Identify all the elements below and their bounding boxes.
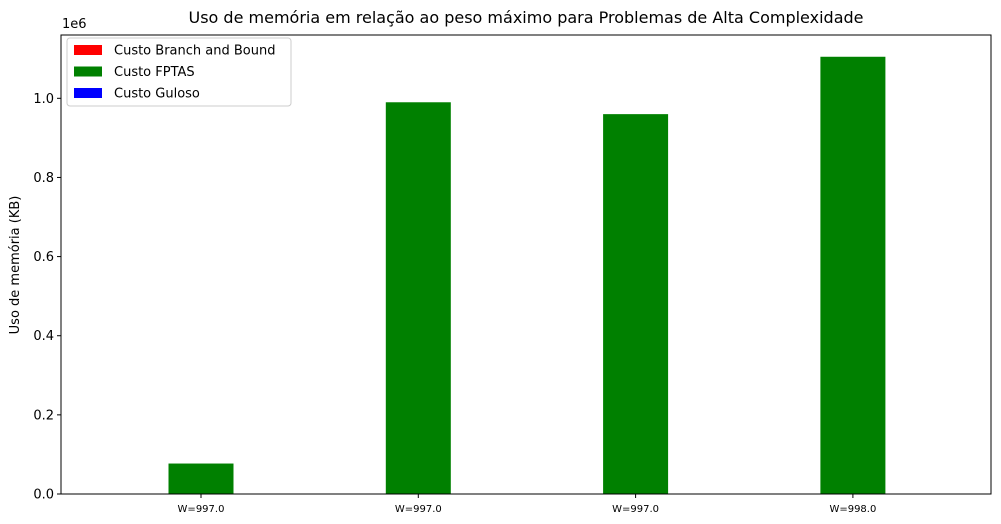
legend-swatch xyxy=(74,88,102,98)
legend-label: Custo Guloso xyxy=(114,87,200,102)
y-axis-ticks: 0.0 0.2 0.4 0.6 0.8 1.0 xyxy=(33,92,61,503)
bar-custo-fptas xyxy=(168,463,234,494)
legend: Custo Branch and Bound Custo FPTAS Custo G… xyxy=(66,37,292,107)
plot-frame xyxy=(60,34,992,495)
y-tick-label: 0.8 xyxy=(33,171,54,186)
x-axis-ticks: W=997.0 W=997.0 W=997.0 W=998.0 xyxy=(178,494,876,515)
legend-swatch xyxy=(74,45,102,55)
y-axis-label: Uso de memória (KB) xyxy=(8,196,23,335)
bar-custo-fptas xyxy=(385,102,451,494)
y-tick-label: 0.4 xyxy=(33,329,54,344)
legend-box xyxy=(66,37,292,107)
y-tick-label: 0.0 xyxy=(33,488,54,503)
legend-label: Custo FPTAS xyxy=(114,65,195,80)
x-tick-label: W=998.0 xyxy=(829,504,876,515)
legend-swatch xyxy=(74,66,102,77)
legend-label: Custo Branch and Bound xyxy=(114,44,275,59)
chart-title: Uso de memória em relação ao peso máximo… xyxy=(189,8,864,27)
y-tick-label: 0.6 xyxy=(33,250,54,265)
x-tick-label: W=997.0 xyxy=(178,504,225,515)
y-tick-label: 0.2 xyxy=(33,408,54,423)
y-offset-text: 1e6 xyxy=(62,17,87,32)
x-tick-label: W=997.0 xyxy=(395,504,442,515)
x-tick-label: W=997.0 xyxy=(612,504,659,515)
bar-custo-fptas xyxy=(820,56,886,494)
bar-custo-fptas xyxy=(603,114,669,494)
bars xyxy=(168,56,886,494)
y-tick-label: 1.0 xyxy=(33,92,54,107)
